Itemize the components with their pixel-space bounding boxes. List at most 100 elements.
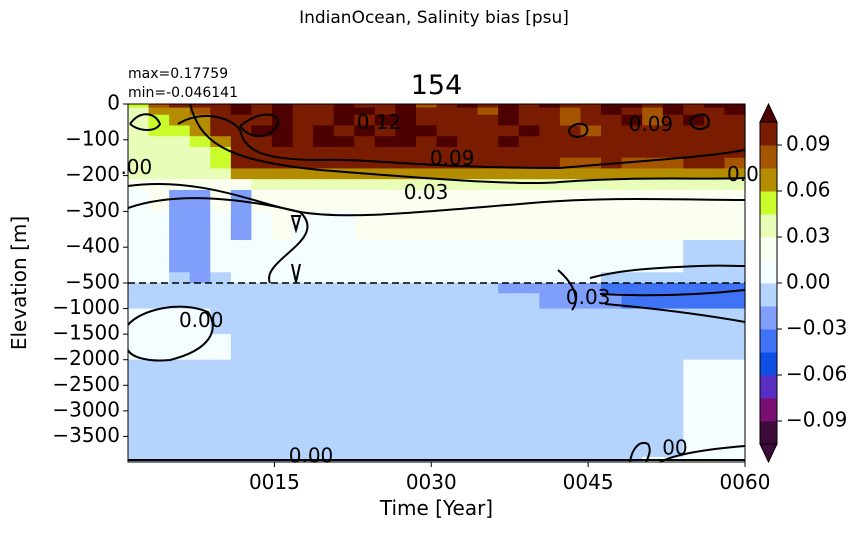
heatmap-cell — [518, 293, 540, 310]
heatmap-cell — [251, 168, 273, 180]
colorbar-swatch — [760, 375, 777, 399]
heatmap-cell — [354, 283, 376, 294]
heatmap-cell — [601, 104, 623, 109]
contour-line — [689, 113, 710, 130]
heatmap-cell — [580, 293, 602, 310]
heatmap-cell — [333, 146, 355, 159]
heatmap-cell — [313, 125, 335, 137]
heatmap-cell — [518, 168, 540, 180]
heatmap-cell — [539, 125, 561, 137]
heatmap-cell — [169, 104, 191, 109]
heatmap-cell — [703, 283, 726, 294]
heatmap-cell — [333, 104, 355, 109]
heatmap-cell — [128, 107, 150, 116]
heatmap-cell — [271, 168, 294, 180]
heatmap-cell — [169, 211, 191, 241]
heatmap-cell — [683, 136, 705, 148]
heatmap-cell — [169, 359, 191, 458]
contour-line — [127, 197, 309, 284]
x-axis-ticks: 0015 0030 0045 0060 — [249, 462, 770, 494]
heatmap-cell — [662, 359, 684, 458]
heatmap-cell — [189, 136, 211, 148]
contour-line — [604, 303, 746, 323]
heatmap-cell — [333, 334, 355, 361]
heatmap-cell — [210, 240, 232, 273]
contour-line — [291, 263, 301, 283]
heatmap-cell — [601, 168, 623, 180]
heatmap-cell — [457, 179, 479, 191]
heatmap-cell — [498, 189, 520, 212]
heatmap-cell — [395, 114, 417, 127]
heatmap-cell — [354, 293, 376, 310]
heatmap-cell — [436, 293, 458, 310]
heatmap-cell — [559, 240, 582, 273]
heatmap-cell — [662, 240, 684, 273]
colorbar-tick-label: 0.00 — [786, 270, 831, 294]
heatmap-cell — [642, 146, 664, 159]
heatmap-cell — [230, 157, 252, 170]
heatmap-cell — [724, 293, 746, 310]
contour-label: 0.00 — [289, 443, 334, 467]
heatmap-cell — [724, 179, 746, 191]
heatmap-cell — [498, 272, 520, 284]
heatmap-cell — [333, 240, 355, 273]
heatmap-cell — [457, 114, 479, 127]
heatmap-cell — [580, 189, 602, 212]
heatmap-cell — [292, 334, 314, 361]
heatmap-cell — [128, 334, 150, 361]
heatmap-cell — [683, 157, 705, 170]
max-stat-label: max=0.17759 — [128, 66, 229, 82]
heatmap-cell — [477, 136, 499, 148]
heatmap-cell — [518, 157, 540, 170]
heatmap-cell — [128, 308, 150, 335]
colorbar-tick-label: 0.03 — [786, 224, 831, 248]
heatmap-cell — [415, 359, 438, 458]
heatmap-cell — [210, 359, 232, 458]
heatmap-cell — [457, 359, 479, 458]
heatmap-cell — [148, 334, 170, 361]
heatmap-cell — [601, 334, 623, 361]
contour-lines — [127, 103, 746, 463]
heatmap-cell — [621, 157, 643, 170]
heatmap-cell — [662, 104, 684, 109]
heatmap-cell — [251, 107, 273, 116]
heatmap-cell — [683, 211, 705, 241]
heatmap-cell — [580, 334, 602, 361]
heatmap-cell — [395, 240, 417, 273]
heatmap-cell — [477, 125, 499, 137]
heatmap-cell — [210, 189, 232, 212]
x-tick-label: 0045 — [563, 470, 614, 494]
heatmap-cell — [230, 211, 252, 241]
y-tick-label: −400 — [65, 234, 120, 258]
heatmap-cell — [477, 283, 499, 294]
heatmap-cell — [703, 136, 726, 148]
heatmap-cell — [374, 293, 396, 310]
heatmap-cell — [539, 283, 561, 294]
heatmap-cell — [169, 157, 191, 170]
heatmap-cell — [374, 334, 396, 361]
heatmap-cell — [169, 283, 191, 294]
heatmap-cell — [313, 272, 335, 284]
heatmap-cell — [498, 308, 520, 335]
heatmap-cell — [580, 114, 602, 127]
heatmap-cell — [354, 359, 376, 458]
heatmap-cell — [457, 104, 479, 109]
heatmap-cell — [580, 283, 602, 294]
contour-label: 0.0 — [727, 162, 759, 186]
contour-label: 0.09 — [629, 112, 674, 136]
heatmap-cell — [251, 179, 273, 191]
heatmap-cell — [436, 272, 458, 284]
contour-line — [589, 264, 746, 279]
heatmap-cell — [436, 146, 458, 159]
heatmap-cell — [374, 283, 396, 294]
heatmap-cell — [230, 107, 252, 116]
heatmap-cell — [703, 157, 726, 170]
heatmap-cell — [313, 359, 335, 458]
heatmap-cell — [601, 283, 623, 294]
heatmap-cell — [498, 179, 520, 191]
colorbar-swatch — [760, 168, 777, 192]
heatmap-cell — [251, 283, 273, 294]
heatmap-cell — [559, 125, 582, 137]
heatmap-cell — [498, 334, 520, 361]
